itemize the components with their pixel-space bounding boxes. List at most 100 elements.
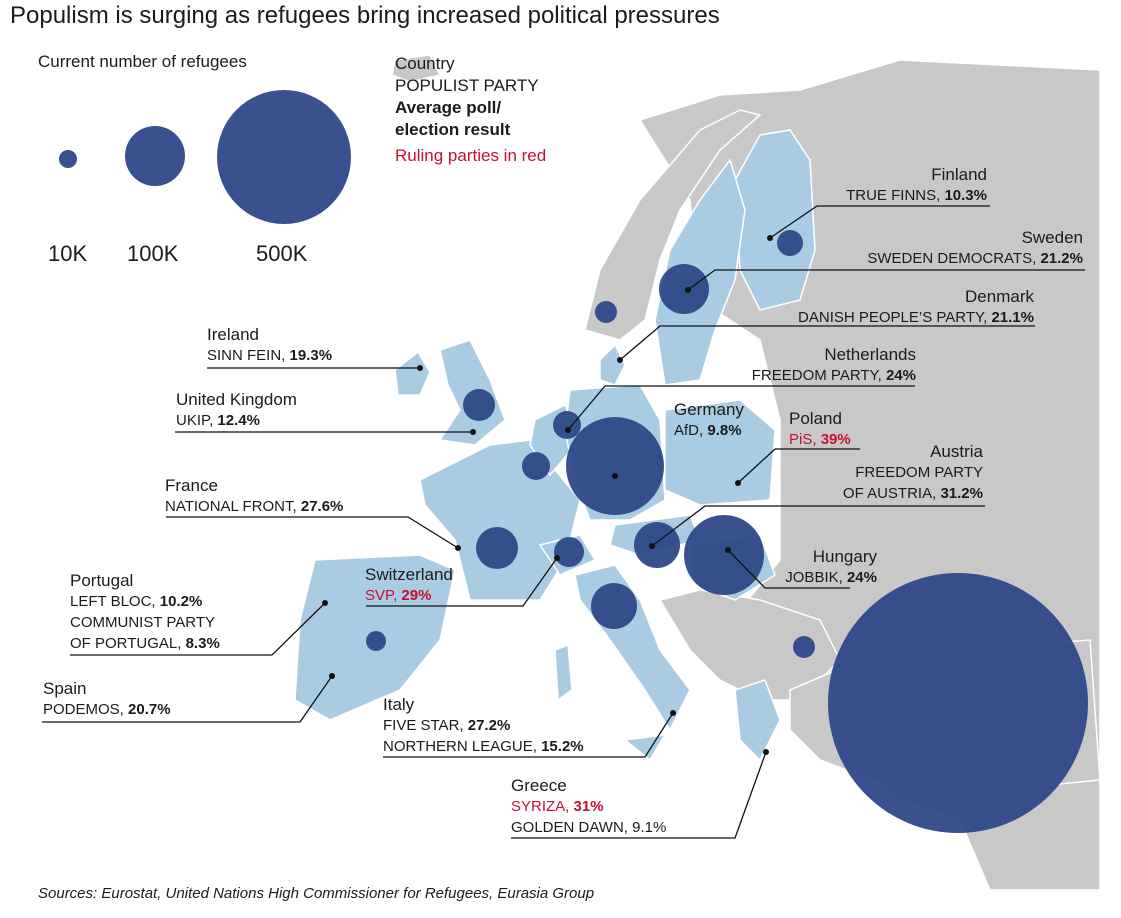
result-poland: 39% [820, 431, 851, 448]
legend-10k-label: 10K [48, 241, 88, 266]
poland-land [664, 399, 776, 506]
result-denmark: 21.1% [991, 309, 1034, 326]
country-name-portugal: Portugal [70, 571, 134, 590]
legend-size-heading: Current number of refugees [38, 52, 247, 71]
party-poland: PiS, [789, 431, 817, 448]
bubble-hungary [684, 515, 764, 595]
party-greece-1: SYRIZA, [511, 798, 570, 815]
annotation-netherlands: Netherlands FREEDOM PARTY, 24% [752, 344, 916, 386]
sources-note: Sources: Eurostat, United Nations High C… [38, 885, 595, 902]
country-name-spain: Spain [43, 679, 87, 698]
bubble-germany [566, 417, 664, 515]
bubble-austria [634, 522, 680, 568]
party-ireland: SINN FEIN, [207, 347, 286, 364]
ireland-land [394, 350, 431, 396]
party-denmark: DANISH PEOPLE’S PARTY, [798, 309, 988, 326]
page-title: Populism is surging as refugees bring in… [10, 2, 720, 29]
annotation-france: France NATIONAL FRONT, 27.6% [165, 475, 343, 517]
leader-greece [511, 751, 767, 839]
legend-100k-label: 100K [127, 241, 179, 266]
result-uk: 12.4% [217, 412, 260, 429]
result-netherlands: 24% [885, 367, 916, 384]
legend-bubble-100k [125, 126, 185, 186]
italy-land [574, 564, 691, 732]
legend-500k-label: 500K [256, 241, 308, 266]
annotation-greece: Greece SYRIZA, 31% GOLDEN DAWN, 9.1% [511, 775, 666, 838]
norway-land [584, 109, 762, 341]
leader-austria [651, 505, 985, 547]
country-name-uk: United Kingdom [176, 390, 297, 409]
result-greece-2: 9.1% [632, 819, 667, 836]
annotation-switzerland: Switzerland SVP, 29% [365, 564, 453, 606]
bubble-bulgaria [793, 636, 815, 658]
legend-bubble-500k [217, 90, 351, 224]
country-name-finland: Finland [931, 165, 987, 184]
party-portugal-2-line2: OF PORTUGAL, [70, 635, 182, 652]
party-france: NATIONAL FRONT, [165, 498, 297, 515]
france-land [419, 439, 581, 601]
annotation-italy: Italy FIVE STAR, 27.2% NORTHERN LEAGUE, … [383, 694, 584, 757]
annotation-hungary: Hungary JOBBIK, 24% [785, 546, 877, 588]
sardinia-land [554, 643, 573, 702]
country-name-netherlands: Netherlands [824, 345, 916, 364]
result-austria: 31.2% [940, 485, 983, 502]
bubble-sweden [659, 264, 709, 314]
result-ireland: 19.3% [289, 347, 333, 364]
denmark-land [599, 343, 626, 386]
party-italy-2: NORTHERN LEAGUE, [383, 738, 537, 755]
country-name-ireland: Ireland [207, 325, 259, 344]
party-austria-line2: OF AUSTRIA, [842, 485, 937, 502]
country-name-austria: Austria [930, 442, 983, 461]
leader-denmark [619, 325, 1035, 361]
party-italy-1: FIVE STAR, [383, 717, 464, 734]
annotation-portugal: Portugal LEFT BLOC, 10.2% COMMUNIST PART… [70, 570, 220, 654]
bubble-turkey [828, 573, 1088, 833]
result-switzerland: 29% [401, 587, 432, 604]
party-sweden: SWEDEN DEMOCRATS, [867, 250, 1037, 267]
annotation-uk: United Kingdom UKIP, 12.4% [176, 389, 297, 431]
leader-sweden [687, 269, 1085, 291]
legend-bubble-10k [59, 150, 77, 168]
annotation-spain: Spain PODEMOS, 20.7% [43, 678, 171, 720]
leader-lines [42, 205, 1085, 839]
country-name-greece: Greece [511, 776, 567, 795]
result-france: 27.6% [300, 498, 344, 515]
party-greece-2: GOLDEN DAWN, [511, 819, 628, 836]
result-portugal-1: 10.2% [159, 593, 203, 610]
leader-netherlands [567, 385, 915, 431]
legend-key-country: Country [395, 54, 455, 73]
legend-key: Country POPULIST PARTY Average poll/ ele… [395, 53, 546, 167]
party-portugal-2-line1: COMMUNIST PARTY [70, 614, 216, 631]
party-hungary: JOBBIK, [785, 569, 843, 586]
leader-switzerland [366, 557, 558, 607]
party-portugal-1: LEFT BLOC, [70, 593, 156, 610]
annotation-germany: Germany AfD, 9.8% [674, 399, 744, 441]
party-germany: AfD, [674, 422, 704, 439]
result-finland: 10.3% [944, 187, 987, 204]
country-name-sweden: Sweden [1021, 228, 1083, 247]
legend-key-ruling: Ruling parties in red [395, 146, 547, 165]
bubble-belgium [522, 452, 550, 480]
finland-land [734, 129, 816, 311]
legend-key-result-2: election result [395, 120, 511, 139]
party-switzerland: SVP, [365, 587, 398, 604]
leader-france [166, 516, 459, 549]
bubble-italy [591, 583, 637, 629]
result-italy-1: 27.2% [467, 717, 511, 734]
bubble-switzerland [554, 537, 584, 567]
country-name-france: France [165, 476, 218, 495]
bubble-spain [366, 631, 386, 651]
country-name-germany: Germany [674, 400, 744, 419]
bubble-netherlands [553, 411, 581, 439]
country-name-poland: Poland [789, 409, 842, 428]
bubble-uk [463, 389, 495, 421]
party-finland: TRUE FINNS, [846, 187, 941, 204]
greece-land [734, 679, 781, 762]
party-spain: PODEMOS, [43, 701, 124, 718]
party-netherlands: FREEDOM PARTY, [751, 367, 882, 384]
bubble-finland [777, 230, 803, 256]
result-germany: 9.8% [707, 422, 742, 439]
bubble-norway [595, 301, 617, 323]
country-name-hungary: Hungary [812, 547, 877, 566]
annotation-ireland: Ireland SINN FEIN, 19.3% [207, 324, 332, 366]
